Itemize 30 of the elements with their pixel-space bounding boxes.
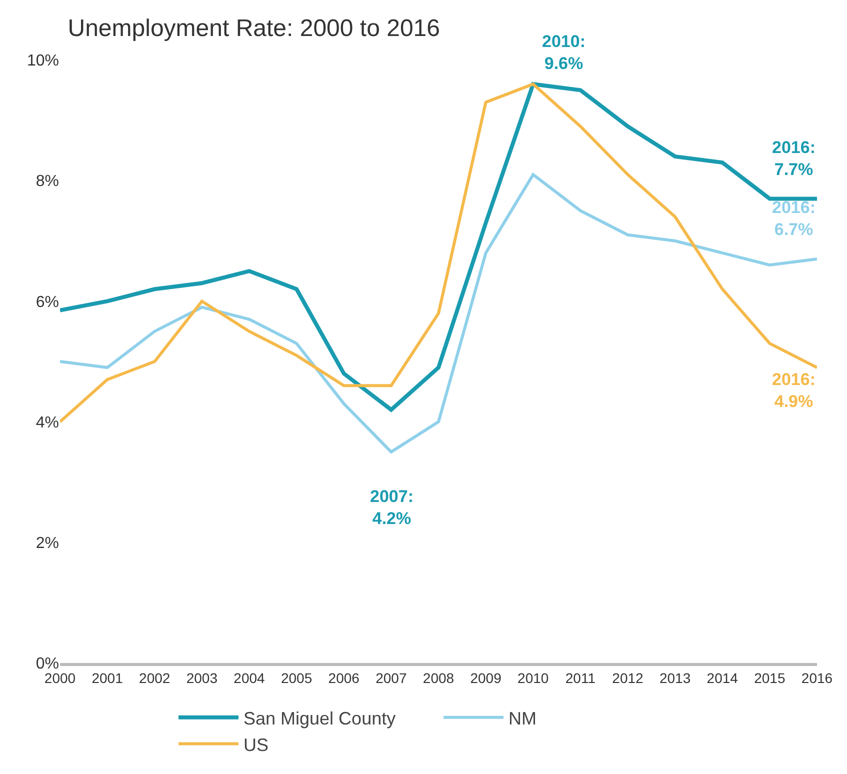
annotation: 2010: 9.6% — [542, 32, 586, 74]
y-tick-label: 10% — [26, 52, 59, 70]
x-tick-label: 2009 — [470, 670, 502, 686]
annotation: 2016: 4.9% — [772, 370, 816, 412]
x-tick-label: 2008 — [422, 670, 454, 686]
x-tick-label: 2013 — [659, 670, 691, 686]
y-tick-label: 4% — [36, 414, 59, 432]
x-tick-label: 2012 — [612, 670, 644, 686]
chart-title: Unemployment Rate: 2000 to 2016 — [68, 15, 440, 42]
legend-label: San Miguel County — [244, 708, 396, 728]
x-tick-label: 2002 — [139, 670, 170, 686]
legend-label: US — [244, 734, 269, 755]
y-tick-label: 6% — [36, 294, 59, 311]
x-tick-label: 2003 — [186, 670, 218, 686]
x-tick-label: 2011 — [565, 670, 596, 686]
x-tick-label: 2010 — [518, 670, 549, 686]
legend-label: NM — [508, 708, 536, 728]
x-tick-label: 2015 — [754, 670, 786, 686]
x-tick-label: 2006 — [328, 670, 360, 686]
x-tick-label: 2005 — [280, 670, 312, 686]
y-tick-label: 8% — [36, 173, 59, 190]
y-tick-label: 2% — [36, 535, 59, 552]
x-tick-label: 2004 — [234, 670, 266, 686]
x-tick-label: 2007 — [376, 670, 407, 686]
x-tick-label: 2001 — [92, 670, 124, 686]
annotation: 2016: 7.7% — [772, 138, 816, 180]
x-tick-label: 2016 — [801, 670, 833, 686]
x-tick-label: 2014 — [706, 670, 738, 686]
annotation: 2007: 4.2% — [370, 487, 414, 528]
annotation: 2016: 6.7% — [772, 198, 816, 240]
